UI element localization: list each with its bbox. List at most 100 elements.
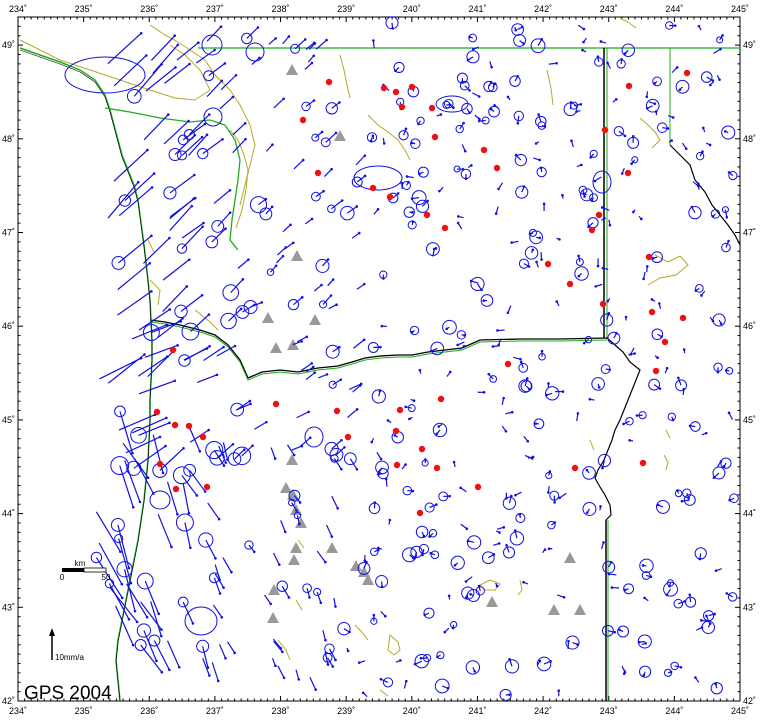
error-ellipse xyxy=(625,417,634,426)
error-ellipse xyxy=(227,452,242,466)
error-ellipse xyxy=(504,659,520,674)
map-title: GPS 2004 xyxy=(24,683,112,704)
volcano-marker xyxy=(350,560,362,571)
lon-tick-label-bottom: 239˚ xyxy=(337,706,355,716)
gps-site-marker xyxy=(433,464,441,472)
error-ellipse xyxy=(130,426,147,444)
station-point xyxy=(355,467,359,471)
station-point xyxy=(168,421,171,425)
velocity-vector xyxy=(331,101,340,109)
station-point xyxy=(456,221,460,225)
volcano-marker xyxy=(564,552,576,563)
station-point xyxy=(448,370,452,374)
station-point xyxy=(404,463,407,466)
velocity-vector xyxy=(132,417,167,434)
lon-tick-label-top: 242˚ xyxy=(534,4,552,14)
velocity-vector xyxy=(264,594,272,605)
station-point xyxy=(542,202,546,206)
lat-tick-label-right: 47˚ xyxy=(743,228,756,238)
station-point xyxy=(146,148,149,152)
station-point xyxy=(700,626,704,629)
velocity-vector xyxy=(328,648,337,661)
error-ellipse xyxy=(607,331,621,345)
error-ellipse xyxy=(328,380,337,389)
velocity-vector xyxy=(107,181,139,219)
error-ellipse xyxy=(351,176,363,188)
lon-tick-label-bottom: 237˚ xyxy=(206,706,224,716)
station-point xyxy=(465,527,469,531)
velocity-vector xyxy=(138,380,176,395)
gps-vectors xyxy=(64,16,739,702)
velocity-vector xyxy=(107,32,142,65)
puget-lakes-2 xyxy=(229,129,249,229)
station-point xyxy=(145,615,149,619)
station-point xyxy=(131,505,135,509)
velocity-vector xyxy=(169,174,195,194)
station-point xyxy=(603,216,606,220)
lon-tick-label-bottom: 245˚ xyxy=(731,706,749,716)
station-point xyxy=(282,97,286,101)
station-point xyxy=(570,139,573,143)
velocity-vector xyxy=(118,235,152,264)
volcano-marker xyxy=(262,312,274,323)
station-point xyxy=(724,130,727,133)
volcano-marker xyxy=(309,314,321,325)
velocity-vector xyxy=(293,159,304,170)
station-point xyxy=(133,609,137,613)
station-point xyxy=(303,38,307,41)
velocity-vector xyxy=(328,304,337,310)
volcano-marker xyxy=(270,342,282,353)
station-point xyxy=(363,559,367,562)
error-ellipse xyxy=(436,651,445,660)
velocity-vector xyxy=(122,442,149,479)
station-point xyxy=(510,241,513,244)
station-point xyxy=(274,264,278,268)
velocity-vector xyxy=(265,206,273,215)
error-ellipse xyxy=(423,607,435,619)
station-point xyxy=(478,117,481,121)
station-point xyxy=(176,512,179,516)
station-point xyxy=(453,563,457,567)
velocity-vector xyxy=(232,138,246,154)
station-point xyxy=(359,382,363,386)
error-ellipse xyxy=(665,21,674,30)
gps-site-marker xyxy=(588,226,596,234)
station-point xyxy=(208,113,211,116)
station-point xyxy=(547,382,550,385)
error-ellipse xyxy=(667,412,676,421)
error-ellipse xyxy=(627,136,640,149)
station-point xyxy=(435,503,438,506)
station-point xyxy=(165,323,169,327)
station-point xyxy=(139,32,143,35)
station-point xyxy=(119,550,122,554)
gps-site-marker xyxy=(416,509,424,517)
error-ellipse xyxy=(409,325,420,336)
volcano-marker xyxy=(291,250,303,261)
station-point xyxy=(642,673,646,677)
station-point xyxy=(555,62,558,65)
velocity-vector xyxy=(143,114,169,141)
error-ellipse xyxy=(424,502,435,513)
velocity-vector xyxy=(347,408,358,418)
volcano-marker xyxy=(286,64,298,75)
error-ellipse xyxy=(513,110,525,122)
error-ellipse xyxy=(197,147,209,160)
gps-site-marker xyxy=(418,445,426,453)
station-point xyxy=(452,460,456,464)
station-point xyxy=(181,317,184,320)
error-ellipse xyxy=(235,305,250,319)
station-point xyxy=(477,119,481,123)
station-point xyxy=(557,689,561,692)
velocity-vector xyxy=(315,39,327,50)
error-ellipse xyxy=(177,150,188,161)
velocity-vector xyxy=(282,224,291,233)
station-point xyxy=(408,417,411,421)
error-ellipse xyxy=(175,513,194,532)
velocity-vector xyxy=(305,100,315,107)
error-ellipse xyxy=(574,266,589,281)
error-ellipse xyxy=(549,490,560,501)
velocity-vector xyxy=(219,96,234,110)
error-ellipse xyxy=(674,489,683,498)
gps-site-marker xyxy=(679,314,687,322)
error-ellipse xyxy=(377,468,389,480)
